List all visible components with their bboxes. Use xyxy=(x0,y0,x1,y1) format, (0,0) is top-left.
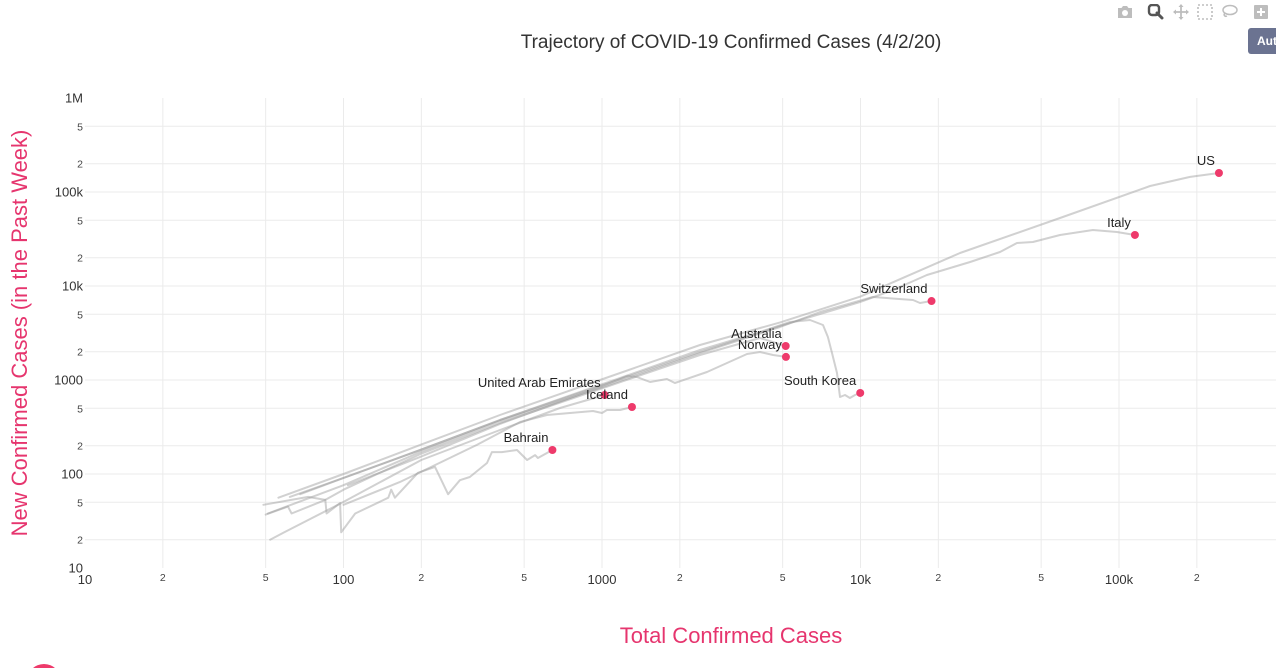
trajectory-line-iceland[interactable] xyxy=(342,406,633,506)
country-label: South Korea xyxy=(784,373,857,388)
y-tick-label: 2 xyxy=(77,347,83,359)
country-label: Iceland xyxy=(586,387,628,402)
end-marker-south-korea[interactable] xyxy=(856,388,865,397)
trajectory-line-bahrain[interactable] xyxy=(262,449,554,534)
end-marker-switzerland[interactable] xyxy=(927,297,936,306)
series-labels: US Italy Switzerland South Korea AustraliaNo… xyxy=(478,153,1215,445)
end-marker-italy[interactable] xyxy=(1130,230,1139,239)
country-label: United Arab Emirates xyxy=(478,375,601,390)
x-tick-label: 10 xyxy=(78,572,92,587)
end-marker-australia[interactable] xyxy=(781,341,790,350)
y-tick-label: 2 xyxy=(77,441,83,453)
y-axis-title: New Confirmed Cases (in the Past Week) xyxy=(7,130,32,537)
x-tick-label: 2 xyxy=(677,572,683,584)
country-label: US xyxy=(1197,153,1215,168)
country-label: Switzerland xyxy=(860,281,927,296)
trajectory-line-italy[interactable] xyxy=(299,229,1136,496)
x-tick-label: 2 xyxy=(1194,572,1200,584)
zoom-in-icon[interactable] xyxy=(1252,4,1270,20)
pan-icon[interactable] xyxy=(1172,4,1190,20)
x-tick-label: 2 xyxy=(160,572,166,584)
end-marker-us[interactable] xyxy=(1214,168,1223,177)
y-tick-label: 100k xyxy=(55,185,84,200)
x-tick-label: 5 xyxy=(263,572,269,584)
y-axis-ticks: 10 2 5 100 2 5 1000 2 5 10k 2 5 100k 2 5 1M xyxy=(54,91,83,576)
x-tick-label: 100k xyxy=(1105,572,1134,587)
x-tick-label: 5 xyxy=(1038,572,1044,584)
gridlines xyxy=(85,98,1276,568)
zoom-icon[interactable] xyxy=(1147,4,1165,20)
y-tick-label: 2 xyxy=(77,253,83,265)
trajectory-line-us[interactable] xyxy=(277,172,1220,499)
country-label: Bahrain xyxy=(504,430,549,445)
x-tick-label: 100 xyxy=(333,572,355,587)
y-tick-label: 5 xyxy=(77,121,83,133)
y-tick-label: 5 xyxy=(77,309,83,321)
y-tick-label: 2 xyxy=(77,159,83,171)
autoscale-button[interactable]: Aut xyxy=(1248,28,1276,54)
partial-circle-button[interactable] xyxy=(27,664,61,668)
x-tick-label: 5 xyxy=(521,572,527,584)
y-tick-label: 10 xyxy=(69,561,83,576)
end-marker-norway[interactable] xyxy=(781,352,790,361)
trajectory-line-switzerland[interactable] xyxy=(266,296,933,515)
x-axis-title: Total Confirmed Cases xyxy=(620,623,843,648)
end-marker-iceland[interactable] xyxy=(627,403,636,412)
trajectory-line-norway[interactable] xyxy=(346,351,787,487)
chart-title: Trajectory of COVID-19 Confirmed Cases (… xyxy=(521,32,942,53)
end-marker-united-arab-emirates[interactable] xyxy=(600,391,609,400)
country-label: Norway xyxy=(738,337,783,352)
y-tick-label: 5 xyxy=(77,215,83,227)
x-tick-label: 2 xyxy=(935,572,941,584)
trajectory-line-australia[interactable] xyxy=(264,337,787,516)
country-label: Italy xyxy=(1107,215,1131,230)
x-axis-ticks: 10 2 5 100 2 5 1000 2 5 10k 2 5 100k 2 xyxy=(78,572,1200,587)
y-tick-label: 1M xyxy=(65,91,83,106)
trajectory-line-united-arab-emirates[interactable] xyxy=(269,394,606,541)
country-label: Australia xyxy=(731,326,782,341)
trajectory-line-south-korea[interactable] xyxy=(288,319,862,498)
box-select-icon[interactable] xyxy=(1196,4,1214,20)
camera-icon[interactable] xyxy=(1116,4,1134,20)
series-end-markers xyxy=(548,168,1223,455)
series-lines xyxy=(262,172,1220,541)
y-tick-label: 10k xyxy=(62,279,83,294)
x-tick-label: 1000 xyxy=(588,572,617,587)
x-tick-label: 2 xyxy=(418,572,424,584)
x-tick-label: 5 xyxy=(780,572,786,584)
y-tick-label: 1000 xyxy=(54,373,83,388)
x-tick-label: 10k xyxy=(850,572,871,587)
y-tick-label: 2 xyxy=(77,535,83,547)
modebar xyxy=(1108,0,1276,26)
y-tick-label: 5 xyxy=(77,497,83,509)
end-marker-bahrain[interactable] xyxy=(548,446,557,455)
y-tick-label: 5 xyxy=(77,403,83,415)
y-tick-label: 100 xyxy=(61,467,83,482)
lasso-select-icon[interactable] xyxy=(1220,4,1238,20)
